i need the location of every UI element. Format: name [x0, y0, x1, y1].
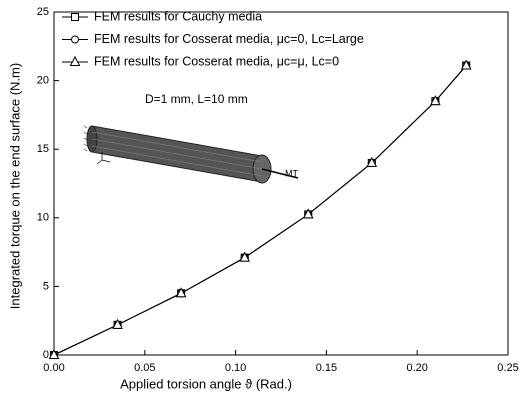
series-line	[54, 66, 466, 355]
y-axis-label: Integrated torque on the end surface (N.…	[7, 63, 22, 309]
annotation: MT	[285, 168, 298, 178]
legend-label: FEM results for Cosserat media, μc=μ, Lc…	[94, 54, 339, 68]
x-tick-label: 0.10	[225, 362, 246, 374]
y-tick-label: 0	[43, 349, 49, 361]
y-tick-label: 20	[37, 75, 49, 87]
marker-triangle	[71, 57, 80, 66]
y-tick-label: 5	[43, 280, 49, 292]
legend-label: FEM results for Cauchy media	[94, 9, 262, 23]
y-tick-label: 10	[37, 212, 49, 224]
inset-model	[84, 126, 298, 183]
y-tick-label: 25	[37, 6, 49, 18]
x-tick-label: 0.25	[497, 362, 518, 374]
chart: D=1 mm, L=10 mm MT Applied torsion angle…	[0, 0, 519, 398]
series-line	[54, 66, 466, 355]
x-tick-label: 0.00	[43, 362, 64, 374]
annotation: D=1 mm, L=10 mm	[145, 92, 248, 106]
x-tick-label: 0.20	[406, 362, 427, 374]
marker-circle	[72, 36, 79, 43]
legend-label: FEM results for Cosserat media, μc=0, Lc…	[94, 32, 364, 46]
marker-square	[72, 14, 79, 21]
x-tick-label: 0.15	[316, 362, 337, 374]
x-axis-label: Applied torsion angle ϑ (Rad.)	[120, 376, 292, 391]
series-line	[54, 66, 466, 355]
x-tick-label: 0.05	[134, 362, 155, 374]
y-tick-label: 15	[37, 143, 49, 155]
